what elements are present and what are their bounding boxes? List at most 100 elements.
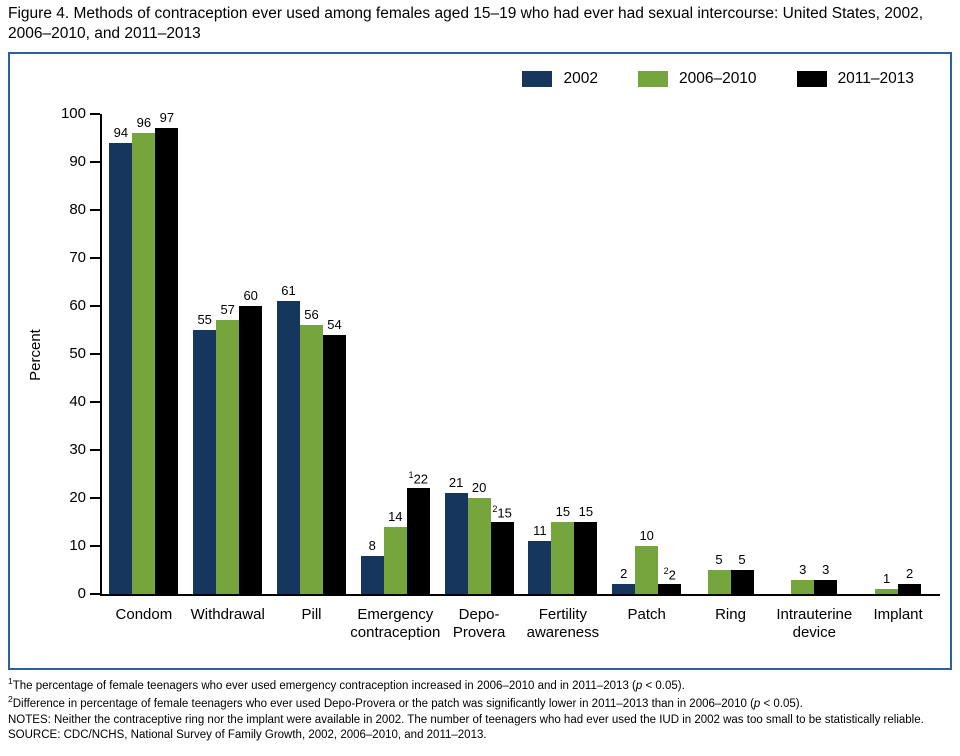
- y-tick: [90, 353, 100, 355]
- bar-value-label: 5: [715, 552, 723, 567]
- y-tick-label: 80: [69, 201, 86, 218]
- bar: [300, 325, 323, 594]
- bar: [707, 570, 731, 594]
- bar: [277, 301, 300, 594]
- bar: [132, 133, 156, 594]
- bar-value-label: 122: [408, 470, 429, 487]
- footnotes: 1The percentage of female teenagers who …: [8, 676, 954, 744]
- bar-value-label: 2: [620, 566, 628, 582]
- y-tick: [90, 593, 100, 595]
- y-tick-label: 90: [69, 153, 86, 170]
- bar: [875, 589, 899, 594]
- bar: [193, 330, 217, 594]
- y-tick: [90, 257, 100, 259]
- legend-swatch: [522, 71, 553, 87]
- y-axis-line: [100, 114, 102, 596]
- bar-value-label: 20: [471, 480, 487, 495]
- legend-label: 2011–2013: [837, 70, 914, 87]
- legend-swatch: [637, 71, 668, 87]
- bar-value-label: 21: [448, 475, 464, 491]
- bar-value-label: 3: [799, 561, 807, 577]
- legend-label: 2006–2010: [678, 70, 757, 87]
- y-tick: [90, 497, 100, 499]
- plot-area: 0 10 20 30 40 50 60 70 80 90 100 94 96 97 Condom 55 57 60…: [10, 54, 950, 668]
- bar-value-label: 97: [159, 110, 175, 126]
- y-tick-label: 30: [69, 441, 86, 458]
- bar: [216, 320, 240, 594]
- y-tick: [90, 113, 100, 115]
- y-tick-label: 70: [69, 249, 86, 266]
- x-category-label-line: Ring: [715, 606, 746, 623]
- footnote-line: SOURCE: CDC/NCHS, National Survey of Fam…: [8, 729, 487, 742]
- bar-value-label: 14: [388, 508, 403, 524]
- x-category-label-line: Implant: [873, 606, 923, 623]
- x-axis-line: [100, 594, 940, 596]
- y-tick-label: 100: [60, 105, 86, 122]
- y-tick-label: 20: [69, 489, 86, 506]
- x-category-label: Withdrawal: [178, 606, 278, 624]
- figure-title: Figure 4. Methods of contraception ever …: [8, 5, 924, 43]
- bar: [323, 334, 346, 594]
- bar: [730, 570, 754, 594]
- bar: [383, 526, 407, 594]
- x-category-label-line: Condom: [115, 606, 173, 623]
- bar-value-label: 1: [882, 571, 891, 587]
- x-category-label: Ring: [681, 606, 781, 624]
- x-category-label: Emergency contraception: [345, 606, 445, 641]
- bar-value-label: 60: [243, 288, 258, 303]
- bar: [155, 128, 179, 594]
- bar-value-label: 96: [136, 115, 152, 131]
- y-tick-label: 60: [69, 297, 86, 314]
- x-category-label: Implant: [848, 606, 948, 624]
- bar: [109, 142, 133, 594]
- x-category-label-line: Pill: [301, 606, 322, 623]
- bar-value-label: 11: [533, 523, 547, 539]
- y-tick: [90, 161, 100, 163]
- y-tick-label: 50: [69, 345, 86, 362]
- bar: [635, 546, 659, 594]
- footnote-line: 1The percentage of female teenagers who …: [8, 676, 685, 692]
- x-category-label: Intrauterine device: [764, 606, 864, 641]
- x-category-label-line: Fertility: [538, 606, 588, 623]
- x-category-label: Patch: [597, 606, 697, 624]
- bar: [406, 488, 430, 594]
- x-category-label-line: Patch: [627, 606, 666, 623]
- legend-item: 2006–2010: [637, 70, 757, 88]
- bar: [528, 541, 552, 594]
- x-category-label-line: Provera: [452, 623, 506, 641]
- x-category-label-line: awareness: [526, 623, 600, 641]
- bar-value-label: 8: [368, 537, 376, 553]
- y-tick-label: 10: [69, 537, 86, 554]
- bar-value-label: 215: [492, 504, 512, 521]
- bar: [360, 555, 384, 594]
- x-category-label-line: Withdrawal: [190, 606, 265, 623]
- bar-value-label: 57: [220, 302, 235, 318]
- bar-value-label: 10: [639, 528, 654, 543]
- bar-value-label: 54: [327, 316, 342, 332]
- y-tick: [90, 449, 100, 451]
- legend-item: 2011–2013: [796, 70, 914, 88]
- bar: [658, 584, 682, 594]
- bar-value-label: 2: [905, 566, 914, 582]
- bar-value-label: 55: [197, 312, 212, 327]
- bar-value-label: 94: [113, 124, 129, 140]
- legend-item: 2002: [522, 70, 598, 88]
- bar: [791, 579, 815, 594]
- chart-panel: 2002 2006–2010 2011–2013 Percent 0 10 20 30 40…: [8, 52, 952, 670]
- legend-label: 2002: [563, 70, 598, 87]
- bar-value-label: 15: [578, 504, 594, 519]
- legend-swatch: [796, 71, 827, 87]
- bar: [612, 584, 636, 594]
- y-tick: [90, 401, 100, 403]
- bar: [551, 522, 575, 594]
- x-category-label: Pill: [262, 606, 362, 624]
- bar-value-label: 15: [555, 504, 571, 519]
- bar-value-label: 61: [281, 283, 296, 299]
- footnote-line: 2Difference in percentage of female teen…: [8, 694, 803, 711]
- x-category-label: Fertility awareness: [513, 606, 613, 641]
- bar-value-label: 5: [738, 552, 746, 567]
- x-category-label-line: Depo-: [458, 606, 500, 623]
- bar-value-label: 56: [304, 307, 319, 323]
- y-tick: [90, 209, 100, 211]
